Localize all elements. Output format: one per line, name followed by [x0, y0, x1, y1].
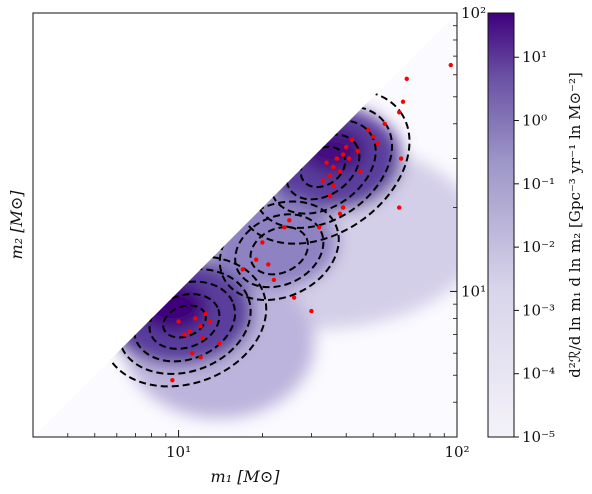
event-marker-40	[404, 76, 409, 82]
plot-frame	[32, 12, 458, 438]
event-marker-6	[208, 319, 213, 324]
event-marker-29	[344, 144, 349, 150]
event-marker-2	[187, 328, 193, 334]
event-marker-45	[375, 141, 381, 146]
event-marker-44	[366, 127, 371, 133]
colorbar	[487, 12, 515, 438]
y-axis-ticks: 10¹ 10²	[450, 4, 486, 438]
colorbar-tick-label-2: 10⁰	[522, 112, 547, 130]
event-marker-26	[334, 156, 339, 161]
event-marker-5	[203, 311, 208, 317]
event-marker-41	[396, 205, 402, 210]
density-field	[33, 13, 457, 437]
event-marker-12	[200, 335, 205, 341]
colorbar-tick-label-4: 10⁻²	[522, 238, 555, 256]
event-marker-48	[346, 156, 352, 161]
event-marker-25	[331, 164, 336, 170]
event-marker-46	[448, 62, 453, 68]
event-marker-11	[182, 332, 187, 337]
contour-high-2	[285, 133, 361, 201]
event-marker-35	[340, 205, 346, 210]
y-axis-label: m₂ [M⊙]	[7, 190, 26, 260]
event-marker-3	[193, 316, 198, 321]
colorbar-ticks: 10¹ 10⁰ 10⁻¹ 10⁻² 10⁻³ 10⁻⁴ 10⁻⁵	[514, 48, 555, 446]
colorbar-label: d²ℛ/d ln m₁ d ln m₂ [Gpc⁻³ yr⁻¹ ln M⊙⁻²]	[566, 72, 584, 378]
event-marker-4	[198, 324, 203, 329]
event-marker-7	[190, 350, 195, 356]
event-marker-28	[340, 152, 346, 157]
event-marker-16	[266, 262, 271, 267]
event-marker-14	[253, 257, 259, 262]
y-tick-label-1: 10¹	[461, 282, 486, 300]
event-marker-15	[260, 240, 265, 245]
event-marker-31	[355, 148, 360, 153]
event-marker-10	[170, 377, 175, 383]
x-tick-label-1: 10¹	[166, 443, 191, 461]
event-marker-19	[287, 218, 292, 223]
event-marker-38	[396, 110, 402, 115]
event-marker-30	[349, 137, 355, 143]
event-markers	[170, 62, 453, 383]
event-marker-37	[382, 121, 387, 126]
event-marker-23	[320, 178, 326, 183]
event-marker-20	[291, 295, 297, 300]
y-tick-label-2: 10²	[461, 4, 486, 22]
event-marker-22	[317, 225, 322, 230]
x-tick-label-2: 10²	[444, 443, 469, 461]
event-marker-8	[198, 355, 203, 360]
contour-low-2	[148, 293, 221, 350]
contour-mid-1	[249, 226, 310, 276]
event-marker-36	[370, 134, 376, 139]
event-marker-47	[324, 160, 329, 165]
colorbar-tick-label-6: 10⁻⁴	[522, 365, 555, 383]
colorbar-tick-label-5: 10⁻³	[522, 301, 555, 319]
event-marker-43	[358, 169, 363, 174]
event-marker-21	[309, 308, 314, 314]
event-marker-42	[398, 156, 404, 161]
x-axis-ticks: 10¹ 10²	[32, 430, 470, 461]
event-marker-32	[327, 193, 333, 199]
event-marker-1	[176, 319, 181, 324]
contour-mid-2	[234, 213, 325, 289]
event-marker-17	[271, 277, 277, 283]
event-marker-33	[331, 183, 336, 188]
event-marker-13	[240, 267, 245, 272]
event-marker-39	[400, 99, 406, 104]
event-marker-27	[337, 169, 343, 174]
colorbar-tick-label-7: 10⁻⁵	[522, 428, 555, 446]
colorbar-tick-label-1: 10¹	[522, 48, 547, 66]
x-axis-label: m₁ [M⊙]	[211, 467, 281, 486]
event-marker-24	[327, 173, 333, 179]
event-marker-34	[337, 211, 343, 217]
colorbar-tick-label-3: 10⁻¹	[522, 175, 555, 193]
event-marker-18	[282, 225, 287, 230]
event-marker-9	[217, 341, 222, 346]
